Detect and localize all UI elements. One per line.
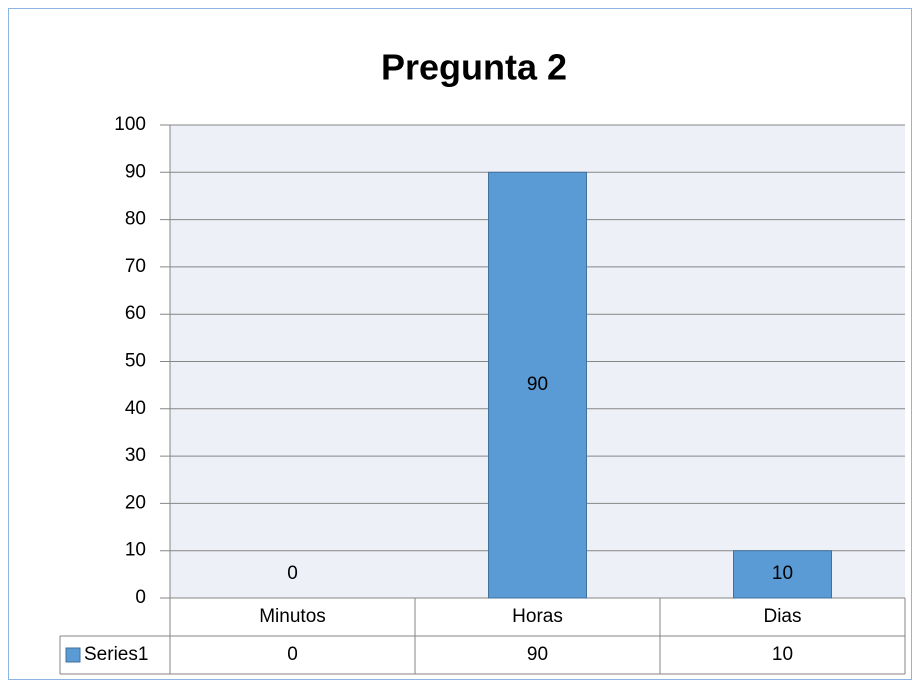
table-value: 0 [287, 644, 298, 665]
y-tick-label: 20 [125, 492, 146, 513]
x-tick-label: Dias [763, 606, 801, 627]
data-label: 0 [287, 563, 298, 584]
y-tick-label: 80 [125, 209, 146, 230]
y-tick-label: 90 [125, 161, 146, 182]
y-tick-label: 40 [125, 398, 146, 419]
table-value: 10 [772, 644, 793, 665]
x-tick-label: Horas [512, 606, 563, 627]
chart-title: Pregunta 2 [381, 47, 567, 88]
y-tick-label: 60 [125, 303, 146, 324]
bar [488, 171, 587, 599]
data-label: 90 [527, 374, 548, 395]
y-tick-label: 50 [125, 351, 146, 372]
y-tick-label: 70 [125, 256, 146, 277]
data-label: 10 [772, 563, 793, 584]
y-tick-label: 0 [135, 587, 146, 608]
legend-swatch [65, 647, 81, 663]
y-tick-label: 10 [125, 540, 146, 561]
legend-label: Series1 [84, 644, 148, 665]
x-tick-label: Minutos [259, 606, 326, 627]
y-tick-label: 30 [125, 445, 146, 466]
bar [733, 550, 832, 599]
y-tick-label: 100 [114, 114, 146, 135]
table-value: 90 [527, 644, 548, 665]
